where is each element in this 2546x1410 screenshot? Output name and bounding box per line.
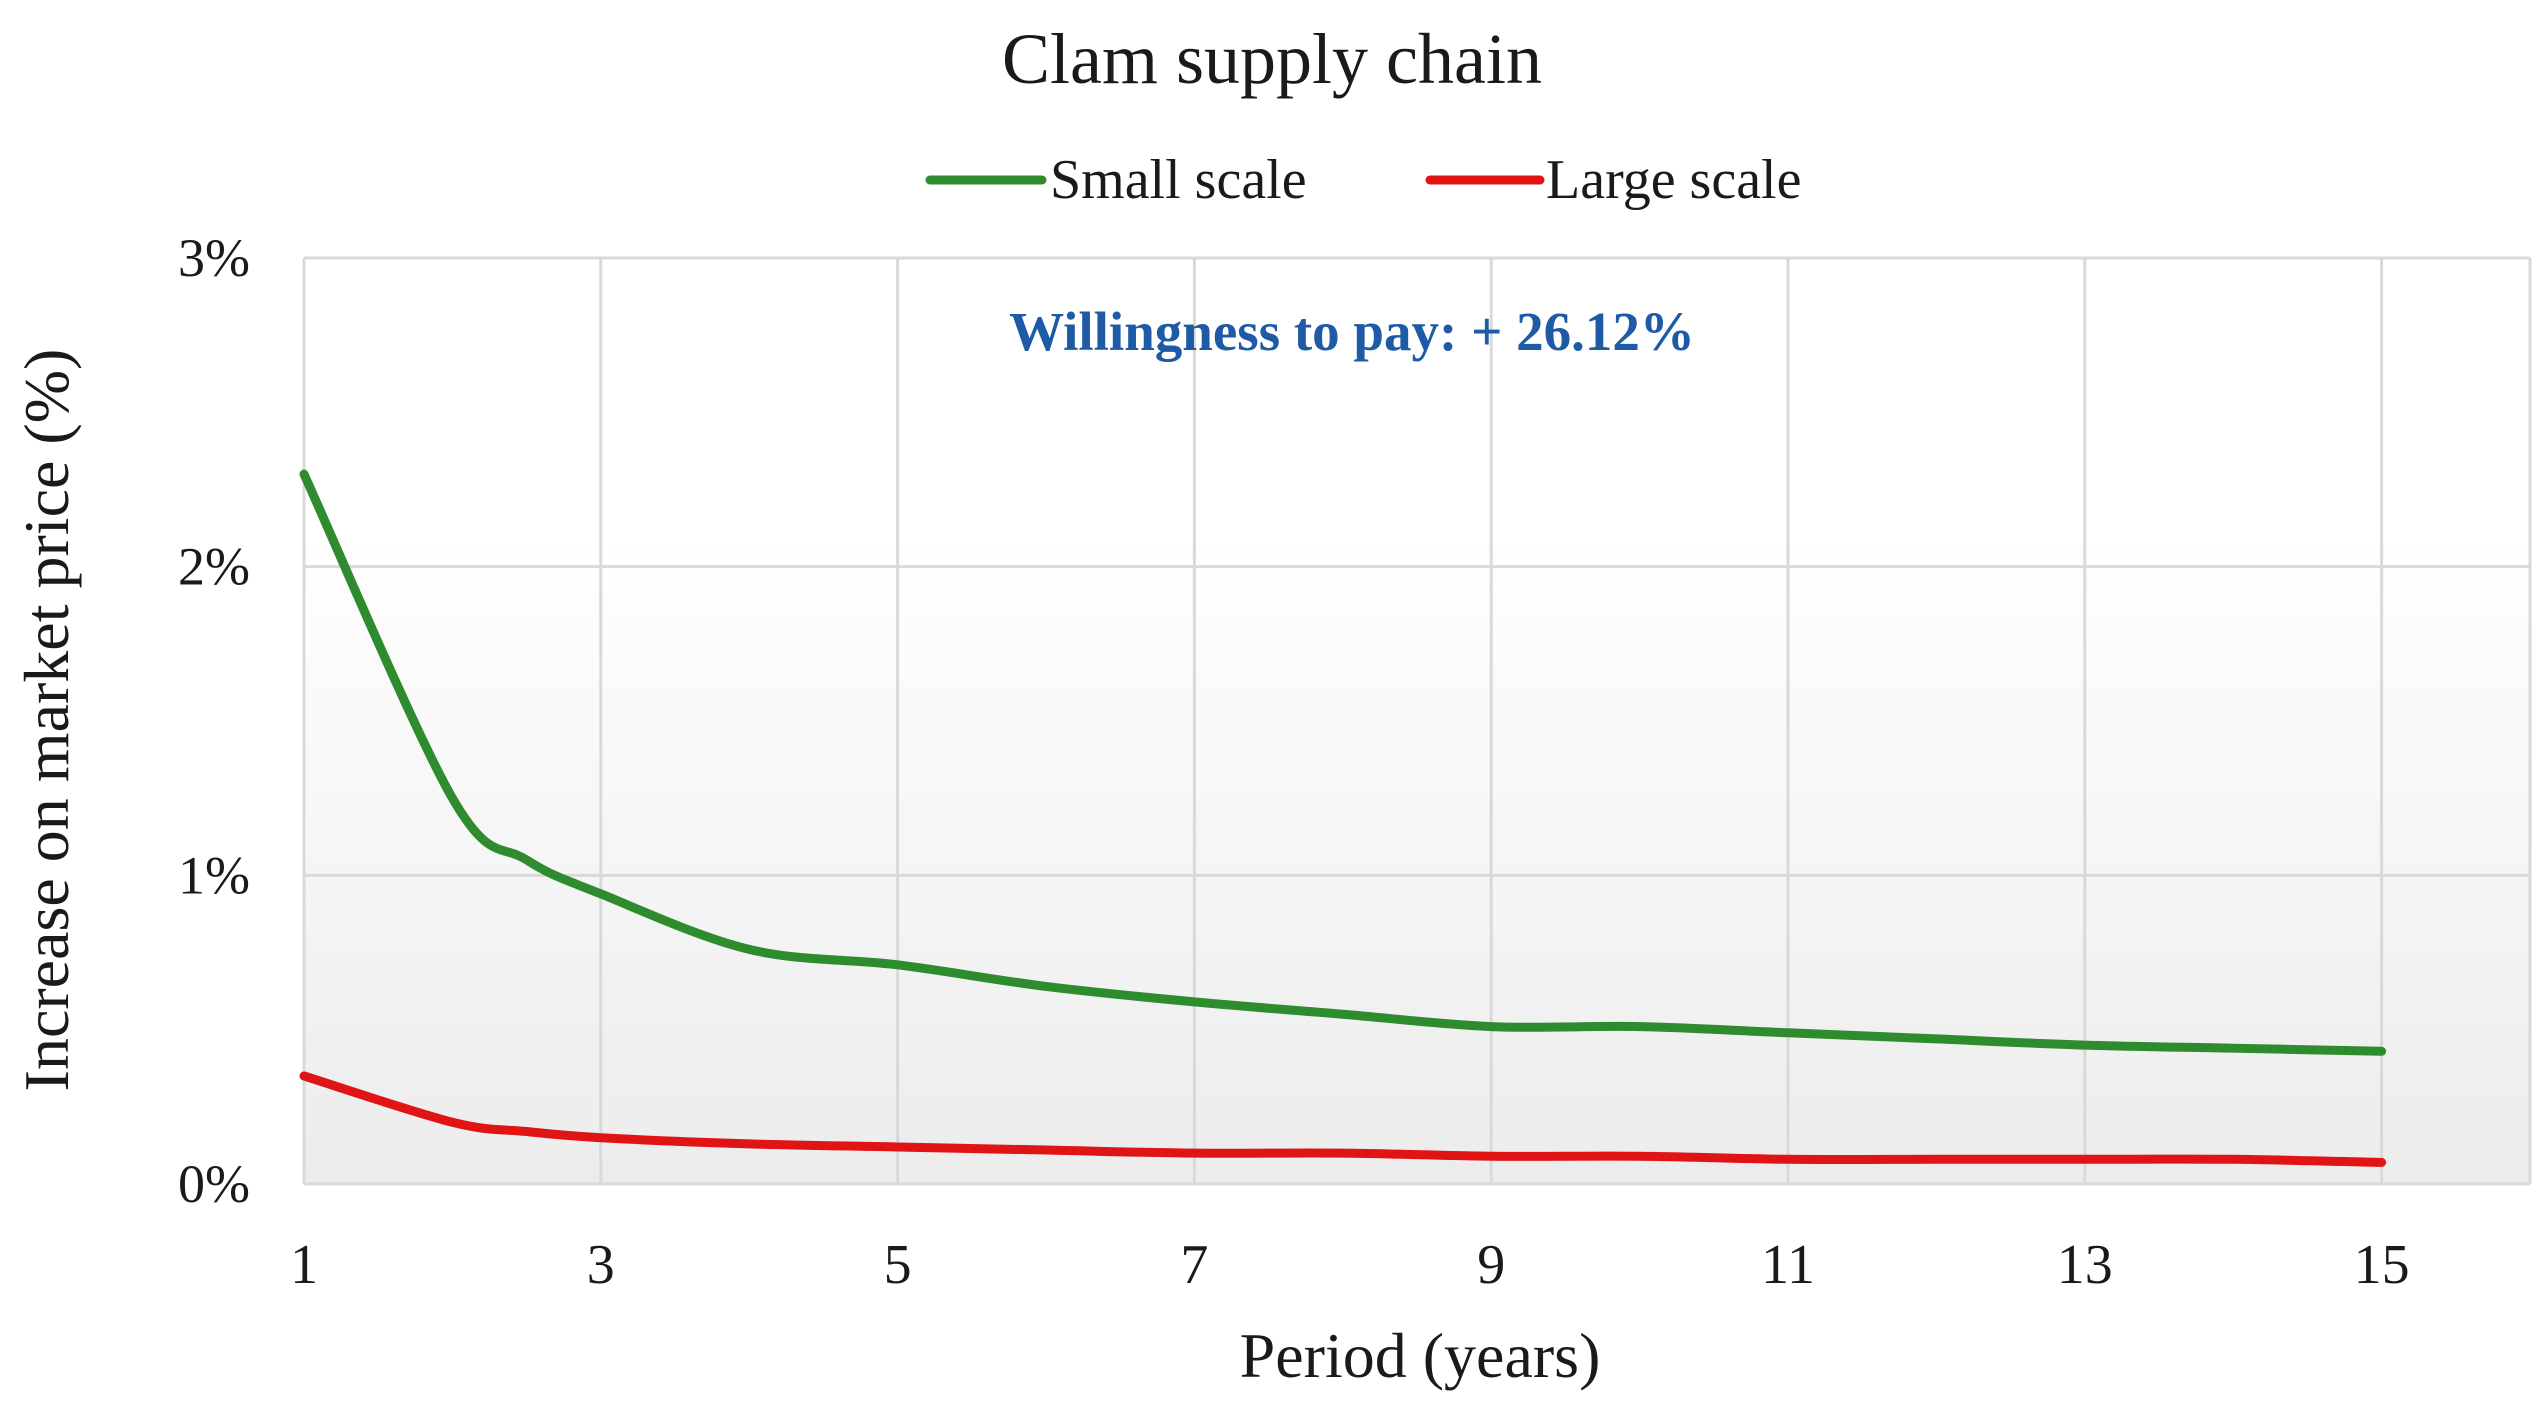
x-tick-label-0: 1: [290, 1234, 318, 1296]
y-tick-label-1: 1%: [178, 845, 250, 905]
y-tick-label-3: 3%: [178, 228, 250, 288]
x-axis-label: Period (years): [1240, 1320, 1601, 1391]
annotation-willingness-to-pay: Willingness to pay: + 26.12%: [1009, 301, 1695, 362]
legend-label-small-scale: Small scale: [1050, 149, 1307, 211]
x-tick-label-5: 11: [1761, 1234, 1815, 1296]
x-tick-label-7: 15: [2354, 1234, 2410, 1296]
plot-area: [304, 258, 2530, 1184]
series-line-large-scale: [299, 1071, 2387, 1167]
series-layer: [299, 469, 2387, 1167]
x-tick-label-1: 3: [587, 1234, 615, 1296]
y-axis-label: Increase on market price (%): [11, 349, 82, 1092]
tick-labels: 0%1%2%3%1 3 5 7 9 11 13 15: [178, 228, 2410, 1296]
chart-title: Clam supply chain: [1002, 19, 1542, 99]
series-line-small-scale: [299, 469, 2387, 1056]
x-tick-label-2: 5: [884, 1234, 912, 1296]
legend-label-large-scale: Large scale: [1546, 149, 1801, 211]
x-tick-label-6: 13: [2057, 1234, 2113, 1296]
x-tick-label-3: 7: [1180, 1234, 1208, 1296]
y-tick-label-0: 0%: [178, 1154, 250, 1214]
y-tick-label-2: 2%: [178, 537, 250, 597]
legend: Small scale Large scale: [925, 149, 1801, 211]
x-tick-label-4: 9: [1477, 1234, 1505, 1296]
